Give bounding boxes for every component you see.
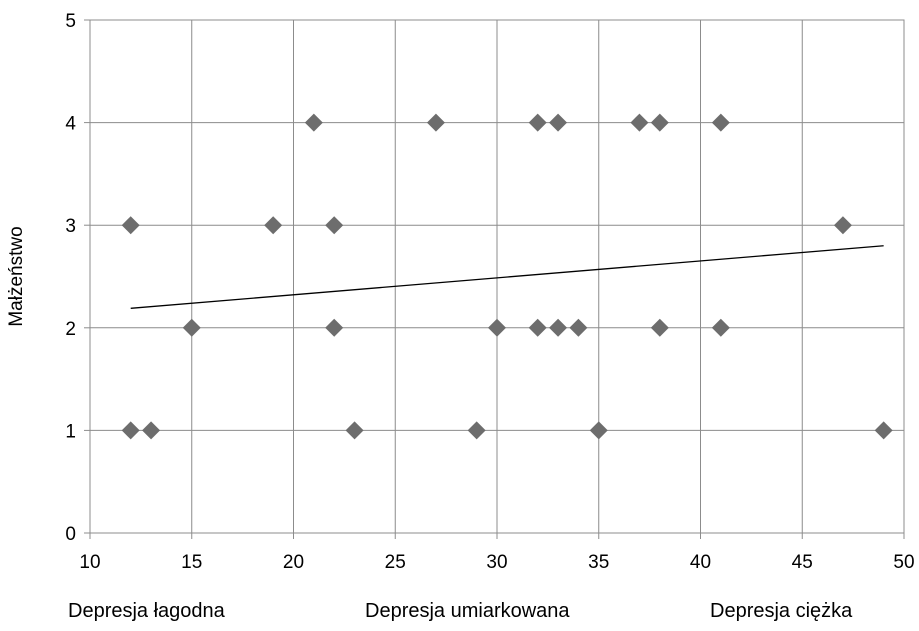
data-point — [549, 113, 568, 132]
data-point — [142, 421, 161, 440]
data-point — [589, 421, 608, 440]
data-point — [467, 421, 486, 440]
x-tick-label: 10 — [79, 552, 100, 573]
data-point — [304, 113, 323, 132]
data-point — [711, 113, 730, 132]
data-point — [182, 318, 201, 337]
data-point — [528, 318, 547, 337]
y-tick-label: 1 — [65, 421, 76, 442]
data-point — [528, 113, 547, 132]
data-point — [426, 113, 445, 132]
x-tick-label: 40 — [690, 552, 711, 573]
x-tick-label: 50 — [893, 552, 914, 573]
data-point — [650, 113, 669, 132]
x-tick-label: 30 — [486, 552, 507, 573]
data-point — [711, 318, 730, 337]
data-point — [874, 421, 893, 440]
data-point — [833, 216, 852, 235]
category-label-moderate: Depresja umiarkowana — [365, 600, 570, 622]
y-tick-label: 2 — [65, 319, 76, 340]
data-point — [650, 318, 669, 337]
data-point — [345, 421, 364, 440]
y-tick-label: 3 — [65, 216, 76, 237]
y-tick-label: 5 — [65, 11, 76, 32]
data-point — [488, 318, 506, 337]
y-axis-label: Małżeństwo — [6, 226, 27, 326]
data-point — [264, 216, 283, 235]
data-point — [325, 318, 344, 337]
x-tick-label: 20 — [283, 552, 304, 573]
trendline — [130, 245, 884, 309]
x-tick-label: 25 — [385, 552, 406, 573]
category-label-severe: Depresja ciężka — [710, 600, 853, 622]
data-point — [325, 216, 344, 235]
data-point — [569, 318, 588, 337]
x-tick-label: 45 — [792, 552, 813, 573]
data-point — [121, 421, 140, 440]
data-point — [121, 216, 140, 235]
data-point — [549, 318, 568, 337]
y-tick-label: 0 — [65, 524, 76, 545]
x-tick-label: 15 — [181, 552, 202, 573]
category-label-mild: Depresja łagodna — [68, 600, 225, 622]
y-tick-label: 4 — [65, 114, 76, 135]
data-point — [630, 113, 649, 132]
x-tick-label: 35 — [588, 552, 609, 573]
